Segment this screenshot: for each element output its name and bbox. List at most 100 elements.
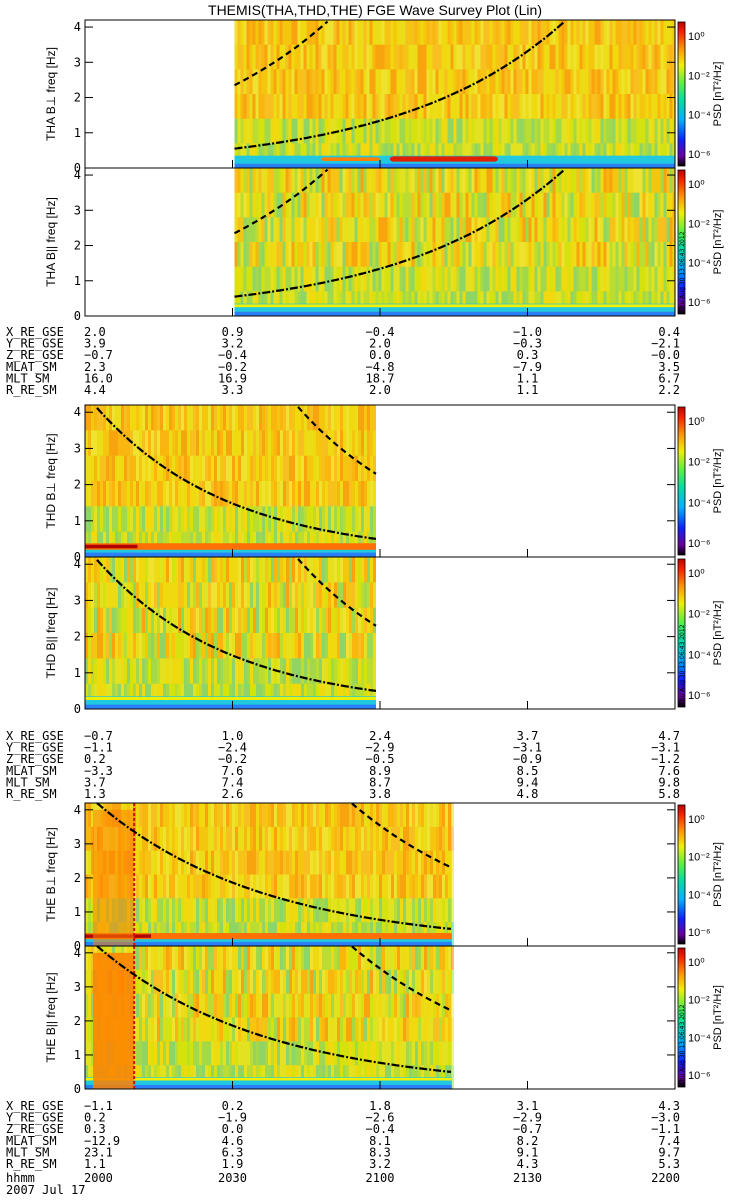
spectrogram-cell xyxy=(295,946,298,970)
spectrogram-cell xyxy=(193,506,196,532)
spectrogram-cell xyxy=(238,969,241,994)
spectrogram-cell xyxy=(292,607,295,633)
spectrogram-cell xyxy=(346,481,349,507)
spectrogram-cell xyxy=(654,20,658,45)
spectrogram-cell xyxy=(202,430,205,456)
spectrogram-cell xyxy=(615,168,619,193)
spectrogram-cell xyxy=(252,20,256,45)
spectrogram-cell xyxy=(324,69,328,94)
spectrogram-cell xyxy=(573,266,577,292)
spectrogram-cell xyxy=(220,1065,223,1089)
spectrogram-cell xyxy=(253,430,256,456)
spectrogram-cell xyxy=(252,44,256,70)
ephemeris-row-label: Z_RE_GSE xyxy=(6,752,64,766)
spectrogram-cell xyxy=(267,20,271,45)
spectrogram-cell xyxy=(525,44,529,70)
spectrogram-cell xyxy=(151,430,154,456)
spectrogram-cell xyxy=(258,94,262,119)
spectrogram-cell xyxy=(430,1065,433,1089)
spectrogram-cell xyxy=(357,168,361,193)
spectrogram-cell xyxy=(172,874,175,899)
spectrogram-cell xyxy=(127,582,130,608)
spectrogram-cell xyxy=(130,557,133,583)
spectrogram-cell xyxy=(375,94,379,119)
spectrogram-cell xyxy=(441,143,445,168)
spectrogram-cell xyxy=(85,557,88,583)
spectrogram-cell xyxy=(358,481,361,507)
spectrogram-cell xyxy=(331,481,334,507)
spectrogram-cell xyxy=(265,557,268,583)
spectrogram-cell xyxy=(109,481,112,507)
spectrogram-cell xyxy=(142,506,145,532)
spectrogram-cell xyxy=(166,898,169,923)
spectrogram-cell xyxy=(262,1017,265,1042)
spectrogram-cell xyxy=(492,20,496,45)
spectrogram-cell xyxy=(337,1065,340,1089)
spectrogram-cell xyxy=(498,217,502,242)
spectrogram-cell xyxy=(246,94,250,119)
spectrogram-cell xyxy=(337,993,340,1018)
spectrogram-cell xyxy=(298,658,301,684)
spectrogram-cell xyxy=(451,803,454,827)
spectrogram-cell xyxy=(448,946,451,970)
spectrogram-cell xyxy=(148,658,151,684)
spectrogram-cell xyxy=(328,607,331,633)
spectrogram-cell xyxy=(294,69,298,94)
spectrogram-cell xyxy=(456,192,460,218)
spectrogram-cell xyxy=(325,582,328,608)
spectrogram-cell xyxy=(418,850,421,875)
spectrogram-cell xyxy=(573,217,577,242)
spectrogram-cell xyxy=(382,898,385,923)
spectrogram-cell xyxy=(340,582,343,608)
spectrogram-cell xyxy=(136,455,139,481)
spectrogram-cell xyxy=(379,803,382,827)
spectrogram-cell xyxy=(396,94,400,119)
spectrogram-cell xyxy=(459,69,463,94)
spectrogram-cell xyxy=(172,607,175,633)
spectrogram-cell xyxy=(181,430,184,456)
ephemeris-value: 3.1 xyxy=(517,1099,539,1113)
spectrogram-cell xyxy=(588,192,592,218)
spectrogram-cell xyxy=(534,192,538,218)
spectrogram-cell xyxy=(256,898,259,923)
spectrogram-cell xyxy=(268,1041,271,1066)
spectrogram-cell xyxy=(166,557,169,583)
spectrogram-cell xyxy=(349,658,352,684)
spectrogram-cell xyxy=(181,481,184,507)
ephemeris-value: 2.0 xyxy=(84,325,106,339)
spectrogram-cell xyxy=(261,266,265,292)
spectrogram-cell xyxy=(358,506,361,532)
spectrogram-cell xyxy=(163,582,166,608)
spectrogram-cell xyxy=(148,1041,151,1066)
spectrogram-cell xyxy=(256,405,259,431)
spectrogram-cell xyxy=(447,69,451,94)
spectrogram-cell xyxy=(151,946,154,970)
spectrogram-cell xyxy=(513,20,517,45)
spectrogram-cell xyxy=(187,405,190,431)
spectrogram-cell xyxy=(636,168,640,193)
y-tick-label: 0 xyxy=(74,702,81,716)
spectrogram-cell xyxy=(280,455,283,481)
spectrogram-cell xyxy=(663,20,667,45)
spectrogram-cell xyxy=(253,506,256,532)
spectrogram-cell xyxy=(612,192,616,218)
spectrogram-cell xyxy=(298,633,301,659)
spectrogram-cell xyxy=(217,898,220,923)
spectrogram-cell xyxy=(430,850,433,875)
spectrogram-cell xyxy=(579,118,583,144)
spectrogram-cell xyxy=(193,803,196,827)
spectrogram-cell xyxy=(465,242,469,267)
spectrogram-cell xyxy=(415,1065,418,1089)
spectrogram-cell xyxy=(477,266,481,292)
spectrogram-cell xyxy=(312,44,316,70)
spectrogram-cell xyxy=(439,898,442,923)
spectrogram-cell xyxy=(313,582,316,608)
spectrogram-cell xyxy=(277,430,280,456)
spectrogram-cell xyxy=(304,633,307,659)
spectrogram-cell xyxy=(118,481,121,507)
spectrogram-cell xyxy=(412,969,415,994)
spectrogram-cell xyxy=(603,242,607,267)
spectrogram-cell xyxy=(388,850,391,875)
spectrogram-cell xyxy=(339,118,343,144)
